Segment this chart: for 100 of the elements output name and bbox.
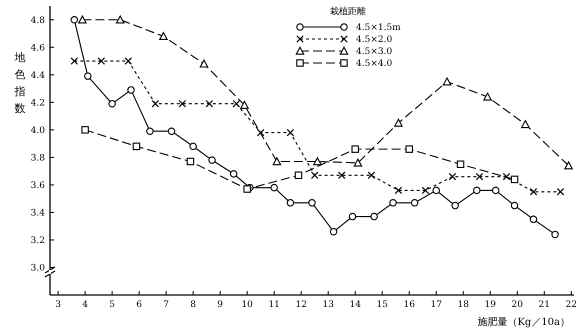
point — [146, 127, 154, 135]
point — [448, 172, 456, 180]
point — [310, 171, 318, 180]
x-tick-label: 19 — [484, 300, 496, 310]
point — [124, 57, 132, 65]
point — [294, 172, 302, 180]
point — [551, 230, 559, 238]
x-tick-label: 15 — [376, 300, 388, 310]
point — [159, 32, 168, 40]
point — [389, 199, 397, 207]
y-tick-label: 4.4 — [30, 70, 46, 81]
x-tick-label: 4 — [82, 300, 88, 310]
point — [78, 16, 87, 24]
x-tick-label: 12 — [295, 300, 307, 310]
point — [243, 185, 251, 193]
point — [186, 158, 194, 166]
point — [132, 142, 140, 150]
legend-label: 4.5×3.0 — [356, 47, 392, 58]
y-tick-label: 3.4 — [30, 208, 46, 219]
point — [232, 100, 240, 108]
point — [422, 186, 430, 194]
point — [178, 100, 186, 108]
legend-label: 4.5×4.0 — [356, 59, 392, 70]
point — [168, 127, 176, 135]
point — [200, 60, 208, 68]
point — [394, 118, 403, 127]
point — [556, 188, 564, 196]
x-tick-label: 22 — [566, 300, 578, 310]
point — [442, 77, 452, 86]
point — [152, 100, 160, 108]
y-tick-label: 3.6 — [30, 181, 46, 192]
point — [394, 186, 402, 194]
x-tick-label: 11 — [268, 300, 280, 310]
x-axis-title: 施肥量（Kg／10a） — [477, 316, 570, 328]
point — [368, 171, 376, 180]
point — [308, 199, 316, 207]
y-tick-label: 3.2 — [30, 236, 45, 246]
x-tick-label: 17 — [430, 300, 442, 310]
point — [530, 216, 538, 224]
x-tick-label: 5 — [109, 300, 116, 310]
point — [476, 172, 484, 180]
point — [502, 172, 510, 180]
y-tick-label: 4.0 — [30, 126, 46, 136]
x-tick-label: 13 — [322, 300, 334, 310]
point — [206, 100, 214, 108]
x-tick-label: 6 — [136, 300, 142, 310]
point — [330, 228, 338, 236]
x-tick-label: 3 — [55, 300, 62, 310]
x-tick-label: 20 — [512, 300, 524, 310]
x-tick-label: 7 — [163, 300, 170, 310]
point — [473, 186, 481, 194]
x-tick-label: 9 — [217, 300, 224, 310]
point — [338, 171, 346, 180]
y-tick-label: 4.6 — [30, 43, 46, 54]
point — [108, 100, 116, 108]
point — [70, 57, 78, 65]
point — [521, 120, 530, 128]
point — [98, 57, 106, 65]
point — [240, 100, 249, 109]
point — [354, 158, 362, 167]
x-tick-label: 10 — [241, 300, 254, 310]
legend-title: 栽植距離 — [330, 6, 366, 17]
legend-label: 4.5×2.0 — [356, 35, 392, 46]
point — [286, 199, 294, 207]
x-tick-label: 14 — [349, 300, 362, 310]
point — [492, 186, 500, 194]
x-tick-label: 16 — [404, 300, 416, 310]
y-tick-label: 3.0 — [30, 264, 46, 274]
point — [564, 161, 573, 170]
point — [410, 199, 418, 207]
point — [230, 170, 238, 178]
point — [272, 157, 282, 166]
point — [189, 142, 197, 150]
point — [313, 157, 322, 166]
point — [451, 202, 459, 210]
point — [127, 86, 135, 94]
point — [370, 212, 378, 220]
point — [351, 145, 359, 153]
y-tick-label: 4.2 — [30, 98, 45, 108]
point — [81, 126, 89, 134]
x-tick-label: 18 — [458, 300, 470, 310]
point — [84, 72, 92, 80]
y-tick-label: 4.8 — [30, 16, 46, 26]
point — [405, 145, 413, 153]
point — [286, 128, 294, 136]
point — [456, 160, 464, 168]
point — [530, 188, 538, 196]
x-tick-label: 21 — [538, 300, 550, 310]
y-tick-label: 3.8 — [30, 154, 46, 164]
point — [70, 16, 78, 24]
point — [510, 202, 518, 210]
point — [348, 212, 356, 220]
point — [483, 92, 492, 101]
y-axis-title: 地色指数 — [14, 51, 26, 116]
point — [432, 186, 440, 194]
legend-label: 4.5×1.5m — [356, 23, 402, 34]
x-tick-label: 8 — [190, 300, 196, 310]
point — [116, 16, 124, 24]
point — [510, 176, 518, 184]
point — [208, 156, 216, 164]
